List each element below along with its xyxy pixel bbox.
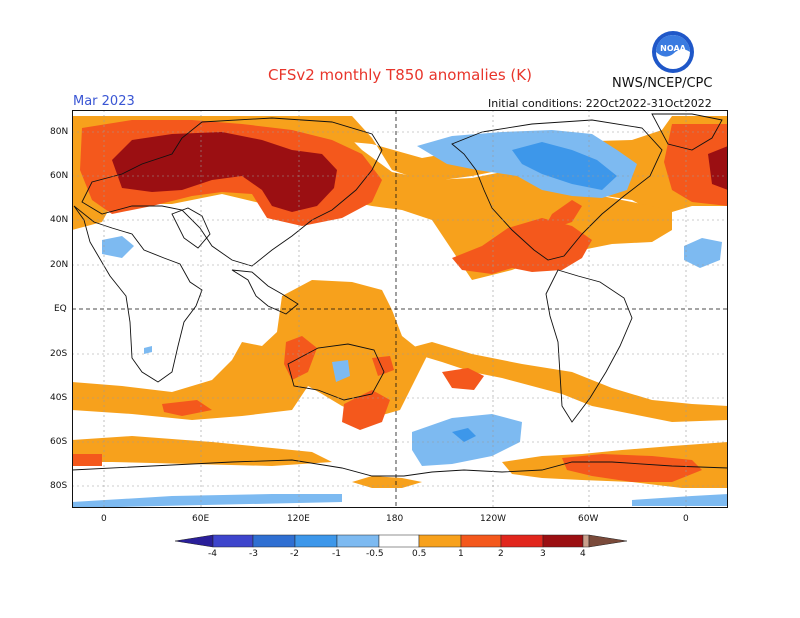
coastlines: [72, 113, 728, 477]
lat-label-80n: 80N: [50, 127, 69, 137]
lat-label-40n: 40N: [50, 215, 69, 225]
africa-coastline: [73, 205, 203, 383]
colorbar-label-minus1: -1: [332, 549, 341, 559]
lat-label-80s: 80S: [50, 481, 68, 491]
greenland-coastline: [651, 113, 723, 151]
colorbar-label-minus3: -3: [249, 549, 258, 559]
colorbar-label-2: 2: [498, 549, 504, 559]
map-title: CFSv2 monthly T850 anomalies (K): [268, 66, 532, 84]
colorbar-label-05: 0.5: [412, 549, 427, 559]
lat-label-40s: 40S: [50, 393, 68, 403]
arabia-coastline: [171, 207, 211, 249]
color-bin-1-2: [460, 534, 502, 548]
noaa-logo-text: NOAA: [660, 44, 686, 53]
south-america-coastline: [545, 269, 633, 423]
lon-label-120e: 120E: [287, 514, 310, 524]
lat-label-20s: 20S: [50, 349, 68, 359]
anomaly-blue-areas: [452, 142, 617, 442]
color-bin-2-3: [500, 534, 544, 548]
colorbar-label-minus05: -0.5: [366, 549, 384, 559]
colorbar-label-3: 3: [540, 549, 546, 559]
lon-label-0-east: 0: [683, 514, 689, 524]
colorbar-label-minus4: -4: [208, 549, 217, 559]
lat-label-60n: 60N: [50, 171, 69, 181]
lat-label-20n: 20N: [50, 260, 69, 270]
lat-label-eq: EQ: [54, 304, 67, 314]
map-grid: [72, 110, 728, 508]
color-bin-minus1-minus05: [336, 534, 380, 548]
lon-label-60e: 60E: [192, 514, 210, 524]
anomaly-dark-red-areas: [112, 132, 728, 212]
color-bin-neutral: [378, 534, 420, 548]
color-bin-05-1: [418, 534, 462, 548]
lon-label-0: 0: [101, 514, 107, 524]
lat-label-60s: 60S: [50, 437, 68, 447]
color-scale-bar: [175, 534, 627, 548]
lon-label-180: 180: [386, 514, 404, 524]
anomaly-map: [72, 110, 728, 508]
color-bin-minus4-minus3: [212, 534, 254, 548]
colorbar-label-1: 1: [458, 549, 464, 559]
noaa-logo-icon: NOAA: [652, 31, 694, 73]
lon-label-60w: 60W: [578, 514, 599, 524]
colorbar-label-minus2: -2: [290, 549, 299, 559]
color-bin-4-plus: [582, 534, 590, 548]
australia-coastline: [287, 343, 385, 401]
initial-conditions-label: Initial conditions: 22Oct2022-31Oct2022: [488, 97, 712, 110]
color-bin-minus2-minus1: [294, 534, 338, 548]
color-bin-3-4: [542, 534, 584, 548]
agency-label: NWS/NCEP/CPC: [612, 76, 713, 91]
colorbar-label-4: 4: [580, 549, 586, 559]
valid-month-label: Mar 2023: [73, 94, 135, 109]
color-bin-above-4: [588, 534, 627, 548]
north-america-coastline: [451, 119, 663, 261]
eurasia-coastline: [81, 117, 383, 267]
antarctica-coastline: [72, 459, 728, 477]
map-frame: [72, 110, 728, 508]
color-bin-below-minus4: [175, 534, 214, 548]
lon-label-120w: 120W: [480, 514, 507, 524]
color-bin-minus3-minus2: [252, 534, 296, 548]
